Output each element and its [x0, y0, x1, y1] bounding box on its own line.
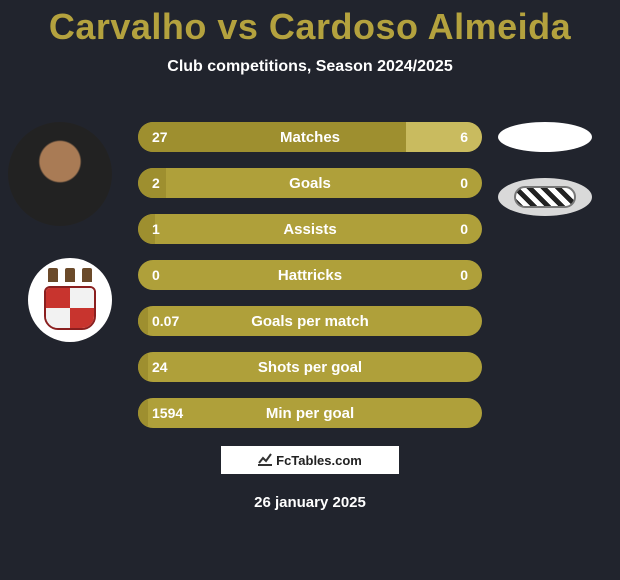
stat-row: 24Shots per goal — [138, 352, 482, 382]
subtitle: Club competitions, Season 2024/2025 — [0, 58, 620, 76]
boavista-crest-icon — [514, 186, 576, 208]
stat-row: 1Assists0 — [138, 214, 482, 244]
footer-date: 26 january 2025 — [0, 494, 620, 511]
club-right-badge-1 — [498, 122, 592, 152]
braga-crest-icon — [44, 270, 96, 330]
stat-row: 2Goals0 — [138, 168, 482, 198]
stat-label: Goals per match — [138, 306, 482, 336]
comparison-chart: 27Matches62Goals01Assists00Hattricks00.0… — [138, 122, 482, 444]
page-title: Carvalho vs Cardoso Almeida — [0, 0, 620, 48]
chart-icon — [258, 452, 272, 469]
stat-row: 0Hattricks0 — [138, 260, 482, 290]
brand-tag: FcTables.com — [221, 446, 399, 474]
stat-value-right: 0 — [460, 214, 468, 244]
stat-value-right: 6 — [460, 122, 468, 152]
stat-value-right: 0 — [460, 260, 468, 290]
stat-row: 0.07Goals per match — [138, 306, 482, 336]
stat-label: Hattricks — [138, 260, 482, 290]
stat-label: Goals — [138, 168, 482, 198]
player-left-avatar — [8, 122, 112, 226]
stat-row: 27Matches6 — [138, 122, 482, 152]
stat-label: Matches — [138, 122, 482, 152]
brand-label: FcTables.com — [276, 453, 362, 468]
stat-value-right: 0 — [460, 168, 468, 198]
stat-label: Shots per goal — [138, 352, 482, 382]
stat-label: Min per goal — [138, 398, 482, 428]
club-left-crest — [28, 258, 112, 342]
stat-label: Assists — [138, 214, 482, 244]
club-right-badge-2 — [498, 178, 592, 216]
stat-row: 1594Min per goal — [138, 398, 482, 428]
